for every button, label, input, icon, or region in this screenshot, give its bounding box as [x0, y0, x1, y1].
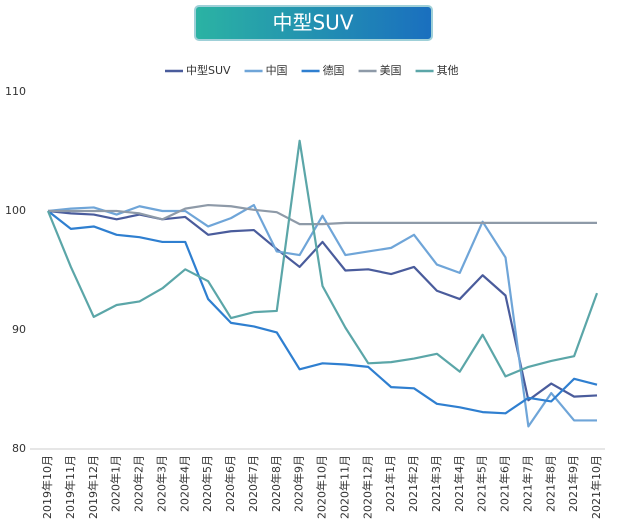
- x-tick-label: 2020年5月: [200, 455, 214, 512]
- x-tick-label: 2020年4月: [177, 455, 191, 512]
- y-tick-label: 80: [12, 442, 26, 455]
- legend-label: 其他: [437, 64, 459, 77]
- x-tick-label: 2021年10月: [589, 455, 603, 519]
- x-tick-label: 2019年11月: [63, 455, 77, 519]
- series-line: [46, 139, 599, 378]
- x-tick-label: 2021年5月: [475, 455, 489, 512]
- x-tick-label: 2021年6月: [498, 455, 512, 512]
- x-tick-label: 2021年8月: [543, 455, 557, 512]
- x-tick-label: 2020年6月: [223, 455, 237, 512]
- x-tick-label: 2020年9月: [292, 455, 306, 512]
- x-tick-label: 2021年1月: [383, 455, 397, 512]
- x-tick-label: 2020年7月: [246, 455, 260, 512]
- x-tick-label: 2021年2月: [406, 455, 420, 512]
- legend-label: 中型SUV: [186, 63, 231, 77]
- x-tick-label: 2020年10月: [315, 455, 329, 519]
- x-tick-label: 2020年11月: [337, 455, 351, 519]
- legend-label: 德国: [323, 63, 345, 77]
- x-tick-label: 2019年12月: [86, 455, 100, 519]
- x-tick-label: 2020年2月: [132, 455, 146, 512]
- legend-label: 美国: [380, 64, 402, 77]
- x-tick-label: 2020年8月: [269, 455, 283, 512]
- chart-title: 中型SUV: [272, 11, 353, 35]
- x-tick-label: 2019年10月: [40, 455, 54, 519]
- x-tick-label: 2020年1月: [109, 455, 123, 512]
- y-tick-label: 90: [12, 323, 26, 336]
- title-box: [194, 5, 433, 41]
- series-line: [48, 203, 597, 226]
- x-tick-label: 2020年3月: [154, 455, 168, 512]
- x-tick-label: 2021年9月: [566, 455, 580, 512]
- series-line: [47, 203, 597, 428]
- legend-label: 中国: [266, 64, 288, 77]
- x-tick-label: 2021年7月: [520, 455, 534, 512]
- x-tick-label: 2021年3月: [429, 455, 443, 512]
- series-line: [47, 209, 598, 402]
- x-tick-label: 2020年12月: [360, 455, 374, 519]
- y-tick-label: 100: [5, 204, 26, 217]
- x-tick-label: 2021年4月: [452, 455, 466, 512]
- y-tick-label: 110: [5, 85, 26, 98]
- series-line: [47, 210, 598, 415]
